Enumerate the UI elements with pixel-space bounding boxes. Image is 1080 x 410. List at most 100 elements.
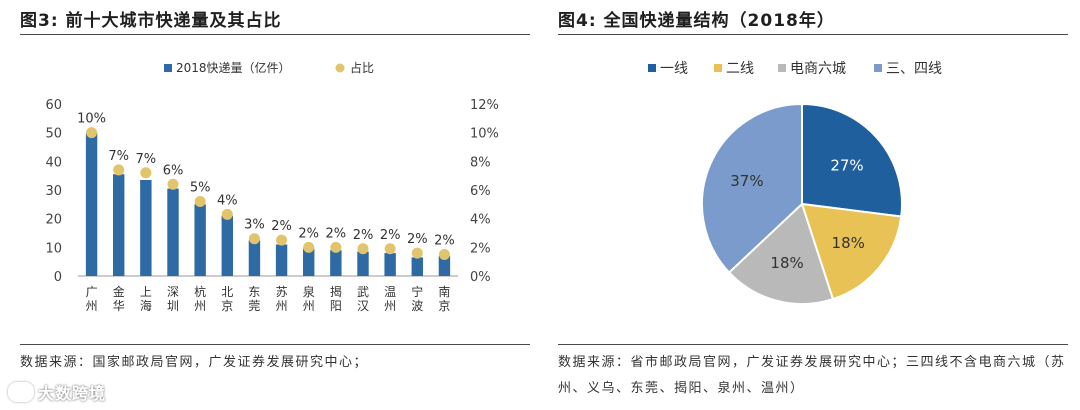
- bar-泉州: [303, 248, 315, 276]
- y-right-tick-label: 4%: [470, 213, 491, 228]
- y-right-tick-label: 10%: [470, 127, 499, 142]
- legend-label: 一线: [660, 61, 688, 77]
- point-北京: [221, 208, 233, 220]
- point-label: 3%: [244, 218, 265, 233]
- point-南京: [438, 249, 450, 260]
- left-panel: 图3: 前十大城市快递量及其占比 2018快递量（亿件） 占比 0 10 20 30 40 5…: [0, 0, 535, 410]
- pie-slice-label: 18%: [770, 254, 803, 272]
- bar-南京: [438, 255, 451, 276]
- x-tick-label: 北京: [221, 285, 233, 313]
- y-left-tick-label: 20: [45, 213, 62, 228]
- bar-武汉: [357, 251, 369, 276]
- bar-legend: 2018快递量（亿件） 占比: [164, 60, 374, 75]
- x-tick-label: 广州: [86, 285, 98, 313]
- point-温州: [384, 243, 396, 255]
- x-tick-label: 泉州: [303, 285, 315, 313]
- y-left-tick-label: 0: [54, 270, 62, 285]
- point-广州: [86, 127, 98, 139]
- bar-杭州: [194, 204, 206, 276]
- x-tick-label: 杭州: [194, 284, 206, 313]
- bar-金华: [113, 174, 125, 276]
- bar-苏州: [275, 244, 288, 276]
- legend-bar-label: 2018快递量（亿件）: [176, 60, 291, 75]
- point-label: 4%: [217, 193, 238, 208]
- bar-深圳: [167, 188, 179, 276]
- point-上海: [140, 167, 152, 179]
- right-source-rule: [558, 344, 1068, 345]
- legend-point-label: 占比: [350, 60, 374, 75]
- x-tick-label: 南京: [438, 284, 450, 313]
- point-label: 2%: [434, 234, 455, 249]
- x-tick-label: 宁波: [411, 284, 423, 313]
- x-tick-label: 揭阳: [330, 284, 342, 313]
- point-label: 10%: [77, 112, 106, 127]
- y-left-tick-label: 50: [45, 127, 62, 142]
- legend-swatch-2: [778, 64, 786, 72]
- watermark-logo-icon: [8, 382, 34, 402]
- pie-slice-2: [727, 202, 835, 305]
- legend-point-swatch: [335, 63, 345, 73]
- y-right-tick-label: 0%: [470, 270, 491, 285]
- y-left-tick-label: 40: [45, 155, 62, 170]
- right-title-rule: [558, 34, 1068, 35]
- bar-广州: [85, 132, 98, 276]
- pie-chart: 一线 二线 电商六城 三、四线 27% 18% 18% 37%: [648, 61, 942, 305]
- point-label: 2%: [298, 226, 319, 241]
- right-figure-title: 图4: 全国快递量结构（2018年）: [558, 11, 835, 31]
- x-tick-label: 金华: [113, 284, 125, 313]
- x-tick-label: 上海: [140, 285, 152, 313]
- point-苏州: [276, 234, 288, 246]
- bar-宁波: [411, 257, 423, 276]
- bar-温州: [384, 253, 396, 276]
- legend-label: 电商六城: [790, 61, 846, 77]
- left-title-rule: [20, 34, 530, 35]
- pie-slice-label: 27%: [830, 156, 863, 174]
- point-label: 2%: [326, 226, 347, 241]
- y-right-tick-label: 2%: [470, 241, 491, 256]
- legend-bar-swatch: [164, 64, 172, 72]
- x-tick-label: 武汉: [357, 285, 369, 313]
- watermark-text: 大数跨境: [38, 384, 107, 403]
- pie-slice-1: [800, 202, 903, 301]
- x-tick-label: 苏州: [276, 285, 288, 313]
- legend-swatch-0: [648, 64, 656, 72]
- right-panel: 图4: 全国快递量结构（2018年） 一线 二线 电商六城 三、四线 27% 18% 18%…: [548, 0, 1080, 410]
- legend-label: 二线: [726, 61, 754, 77]
- point-label: 2%: [407, 232, 428, 247]
- pie-slice-label: 37%: [730, 172, 763, 190]
- right-source-note: 数据来源：省市邮政局官网，广发证券发展研究中心；三四线不含电商六城（苏州、义乌、…: [558, 355, 1066, 396]
- left-source-note: 数据来源：国家邮政局官网，广发证券发展研究中心；: [20, 355, 369, 370]
- point-武汉: [357, 243, 369, 255]
- point-label: 2%: [353, 228, 374, 243]
- left-source-rule: [20, 344, 530, 345]
- x-tick-label: 东莞: [248, 285, 260, 313]
- y-right-tick-label: 6%: [470, 184, 491, 199]
- y-left-tick-label: 60: [45, 98, 62, 113]
- bar-chart: 2018快递量（亿件） 占比 0 10 20 30 40 50 60 0% 2% 4% 6% 8% 10% 1…: [45, 60, 499, 313]
- left-figure-title: 图3: 前十大城市快递量及其占比: [20, 11, 282, 31]
- point-金华: [113, 164, 125, 176]
- point-泉州: [303, 241, 315, 253]
- point-东莞: [248, 233, 260, 245]
- bar-东莞: [248, 240, 261, 276]
- bar-北京: [221, 215, 233, 276]
- y-right-tick-label: 12%: [470, 98, 499, 113]
- pie-slice-0: [801, 102, 903, 218]
- x-tick-label: 温州: [384, 285, 396, 313]
- x-tick-label: 深圳: [167, 285, 179, 313]
- point-宁波: [411, 247, 423, 259]
- legend-swatch-3: [874, 64, 882, 72]
- watermark: 大数跨境: [8, 380, 106, 404]
- legend-label: 三、四线: [886, 61, 942, 77]
- bar-上海: [140, 179, 152, 276]
- point-杭州: [194, 195, 206, 207]
- point-label: 2%: [380, 228, 401, 243]
- point-label: 6%: [163, 163, 184, 178]
- legend-swatch-1: [714, 64, 722, 72]
- pie-legend: 一线 二线 电商六城 三、四线: [648, 61, 942, 77]
- y-left-tick-label: 10: [45, 241, 62, 256]
- y-right-tick-label: 8%: [470, 155, 491, 170]
- point-揭阳: [330, 241, 342, 253]
- y-left-tick-label: 30: [45, 184, 62, 199]
- pie-slice-3: [701, 102, 803, 274]
